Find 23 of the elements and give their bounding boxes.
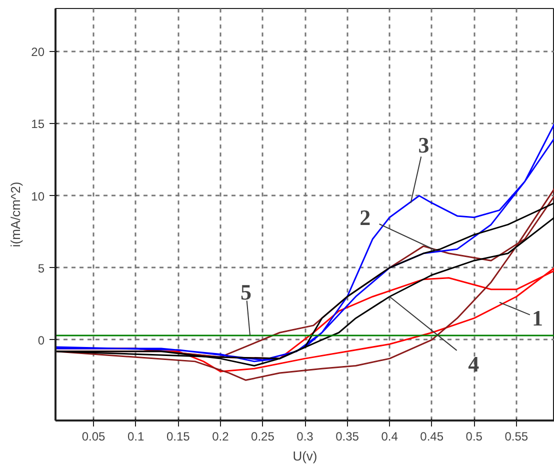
- x-tick-label: 0.05: [82, 430, 106, 444]
- annotation: 2: [360, 204, 371, 230]
- y-tick-label: 5: [38, 261, 45, 276]
- x-tick-label: 0.2: [212, 430, 230, 444]
- x-tick-label: 0.35: [336, 430, 360, 444]
- y-tick-label: 20: [31, 45, 45, 60]
- x-axis-title: U(v): [292, 448, 318, 464]
- annotation: 3: [418, 132, 430, 158]
- x-tick-label: 0.4: [381, 430, 398, 444]
- x-tick-label: 0.55: [504, 430, 528, 444]
- y-axis-title: i(mA/cm^2): [8, 182, 24, 248]
- x-tick-label: 0.15: [166, 430, 190, 444]
- annotation: 1: [532, 305, 544, 330]
- annotation: 4: [468, 351, 480, 376]
- x-tick-label: 0.3: [296, 430, 314, 444]
- x-tick-label: 0.45: [420, 430, 444, 444]
- y-tick-label: 0: [38, 333, 45, 348]
- y-tick-label: 15: [31, 117, 45, 132]
- x-tick-label: 0.5: [466, 430, 483, 444]
- x-tick-label: 0.25: [251, 430, 275, 444]
- annotation: 5: [240, 280, 252, 305]
- y-tick-label: 10: [31, 189, 45, 204]
- x-tick-label: 0.1: [128, 430, 145, 444]
